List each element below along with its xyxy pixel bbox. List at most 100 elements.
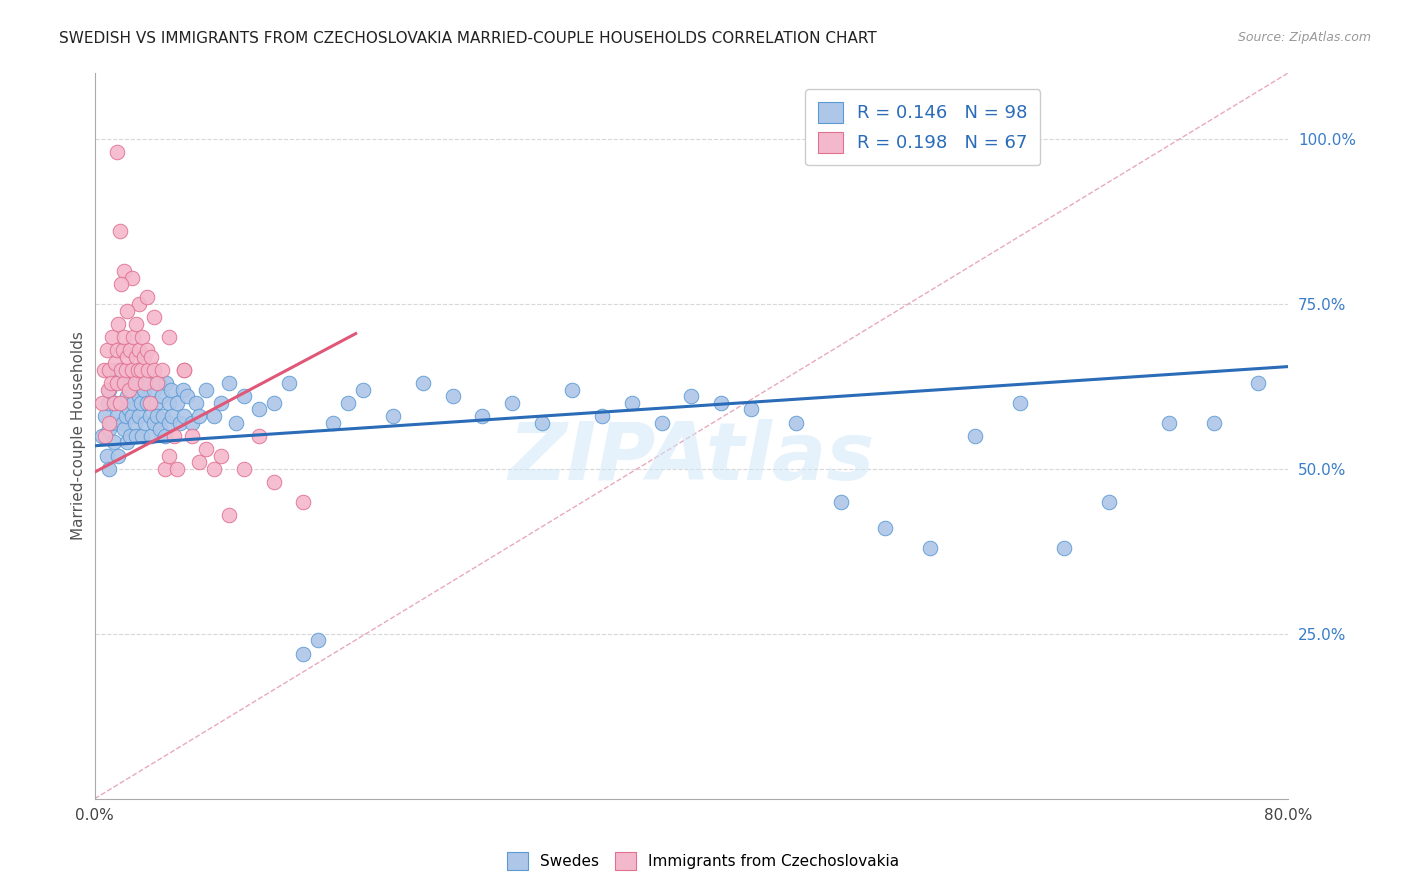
Point — [134, 376, 156, 390]
Point — [153, 429, 176, 443]
Point — [352, 383, 374, 397]
Point — [1008, 396, 1031, 410]
Point — [98, 416, 121, 430]
Point — [441, 389, 464, 403]
Point — [322, 416, 344, 430]
Point — [143, 310, 166, 324]
Point — [875, 521, 897, 535]
Point — [218, 508, 240, 522]
Point — [118, 383, 141, 397]
Point — [125, 350, 148, 364]
Point — [172, 383, 194, 397]
Point — [127, 363, 149, 377]
Point — [120, 343, 142, 357]
Point — [381, 409, 404, 423]
Point — [650, 416, 672, 430]
Point — [129, 396, 152, 410]
Point — [188, 455, 211, 469]
Point — [1247, 376, 1270, 390]
Point — [710, 396, 733, 410]
Point — [157, 449, 180, 463]
Point — [131, 330, 153, 344]
Point — [96, 449, 118, 463]
Point — [117, 303, 139, 318]
Text: ZIPAtlas: ZIPAtlas — [508, 418, 875, 497]
Point — [105, 145, 128, 160]
Point — [150, 363, 173, 377]
Point — [1202, 416, 1225, 430]
Point — [110, 363, 132, 377]
Point — [105, 343, 128, 357]
Point — [173, 363, 195, 377]
Point — [103, 396, 125, 410]
Point — [160, 409, 183, 423]
Point — [132, 350, 155, 364]
Point — [145, 396, 167, 410]
Point — [115, 409, 138, 423]
Point — [120, 429, 142, 443]
Point — [163, 429, 186, 443]
Point — [107, 449, 129, 463]
Point — [202, 462, 225, 476]
Point — [184, 396, 207, 410]
Point — [292, 495, 315, 509]
Point — [169, 416, 191, 430]
Point — [209, 396, 232, 410]
Point — [150, 389, 173, 403]
Point — [93, 363, 115, 377]
Point — [112, 330, 135, 344]
Point — [143, 363, 166, 377]
Point — [157, 330, 180, 344]
Point — [124, 416, 146, 430]
Point — [117, 435, 139, 450]
Point — [263, 396, 285, 410]
Point — [112, 376, 135, 390]
Point — [501, 396, 523, 410]
Point — [91, 396, 114, 410]
Point — [180, 429, 202, 443]
Point — [125, 429, 148, 443]
Point — [104, 356, 127, 370]
Point — [128, 409, 150, 423]
Point — [232, 389, 254, 403]
Point — [118, 402, 141, 417]
Point — [135, 396, 157, 410]
Point — [152, 409, 174, 423]
Point — [97, 396, 120, 410]
Point — [1157, 416, 1180, 430]
Point — [128, 343, 150, 357]
Point — [188, 409, 211, 423]
Point — [247, 402, 270, 417]
Point — [100, 376, 122, 390]
Text: Source: ZipAtlas.com: Source: ZipAtlas.com — [1237, 31, 1371, 45]
Legend: R = 0.146   N = 98, R = 0.198   N = 67: R = 0.146 N = 98, R = 0.198 N = 67 — [806, 89, 1040, 165]
Point — [232, 462, 254, 476]
Point — [143, 416, 166, 430]
Point — [129, 363, 152, 377]
Point — [121, 383, 143, 397]
Point — [132, 383, 155, 397]
Point — [136, 363, 159, 377]
Point — [1053, 541, 1076, 555]
Point — [337, 396, 360, 410]
Point — [128, 389, 150, 403]
Point — [122, 330, 145, 344]
Point — [117, 389, 139, 403]
Point — [159, 383, 181, 397]
Point — [98, 462, 121, 476]
Point — [111, 416, 134, 430]
Point — [263, 475, 285, 489]
Point — [135, 343, 157, 357]
Point — [107, 317, 129, 331]
Point — [155, 376, 177, 390]
Point — [176, 389, 198, 403]
Point — [740, 402, 762, 417]
Point — [105, 409, 128, 423]
Point — [148, 376, 170, 390]
Point — [124, 376, 146, 390]
Point — [141, 429, 163, 443]
Point — [98, 363, 121, 377]
Point — [139, 409, 162, 423]
Point — [104, 396, 127, 410]
Point — [121, 270, 143, 285]
